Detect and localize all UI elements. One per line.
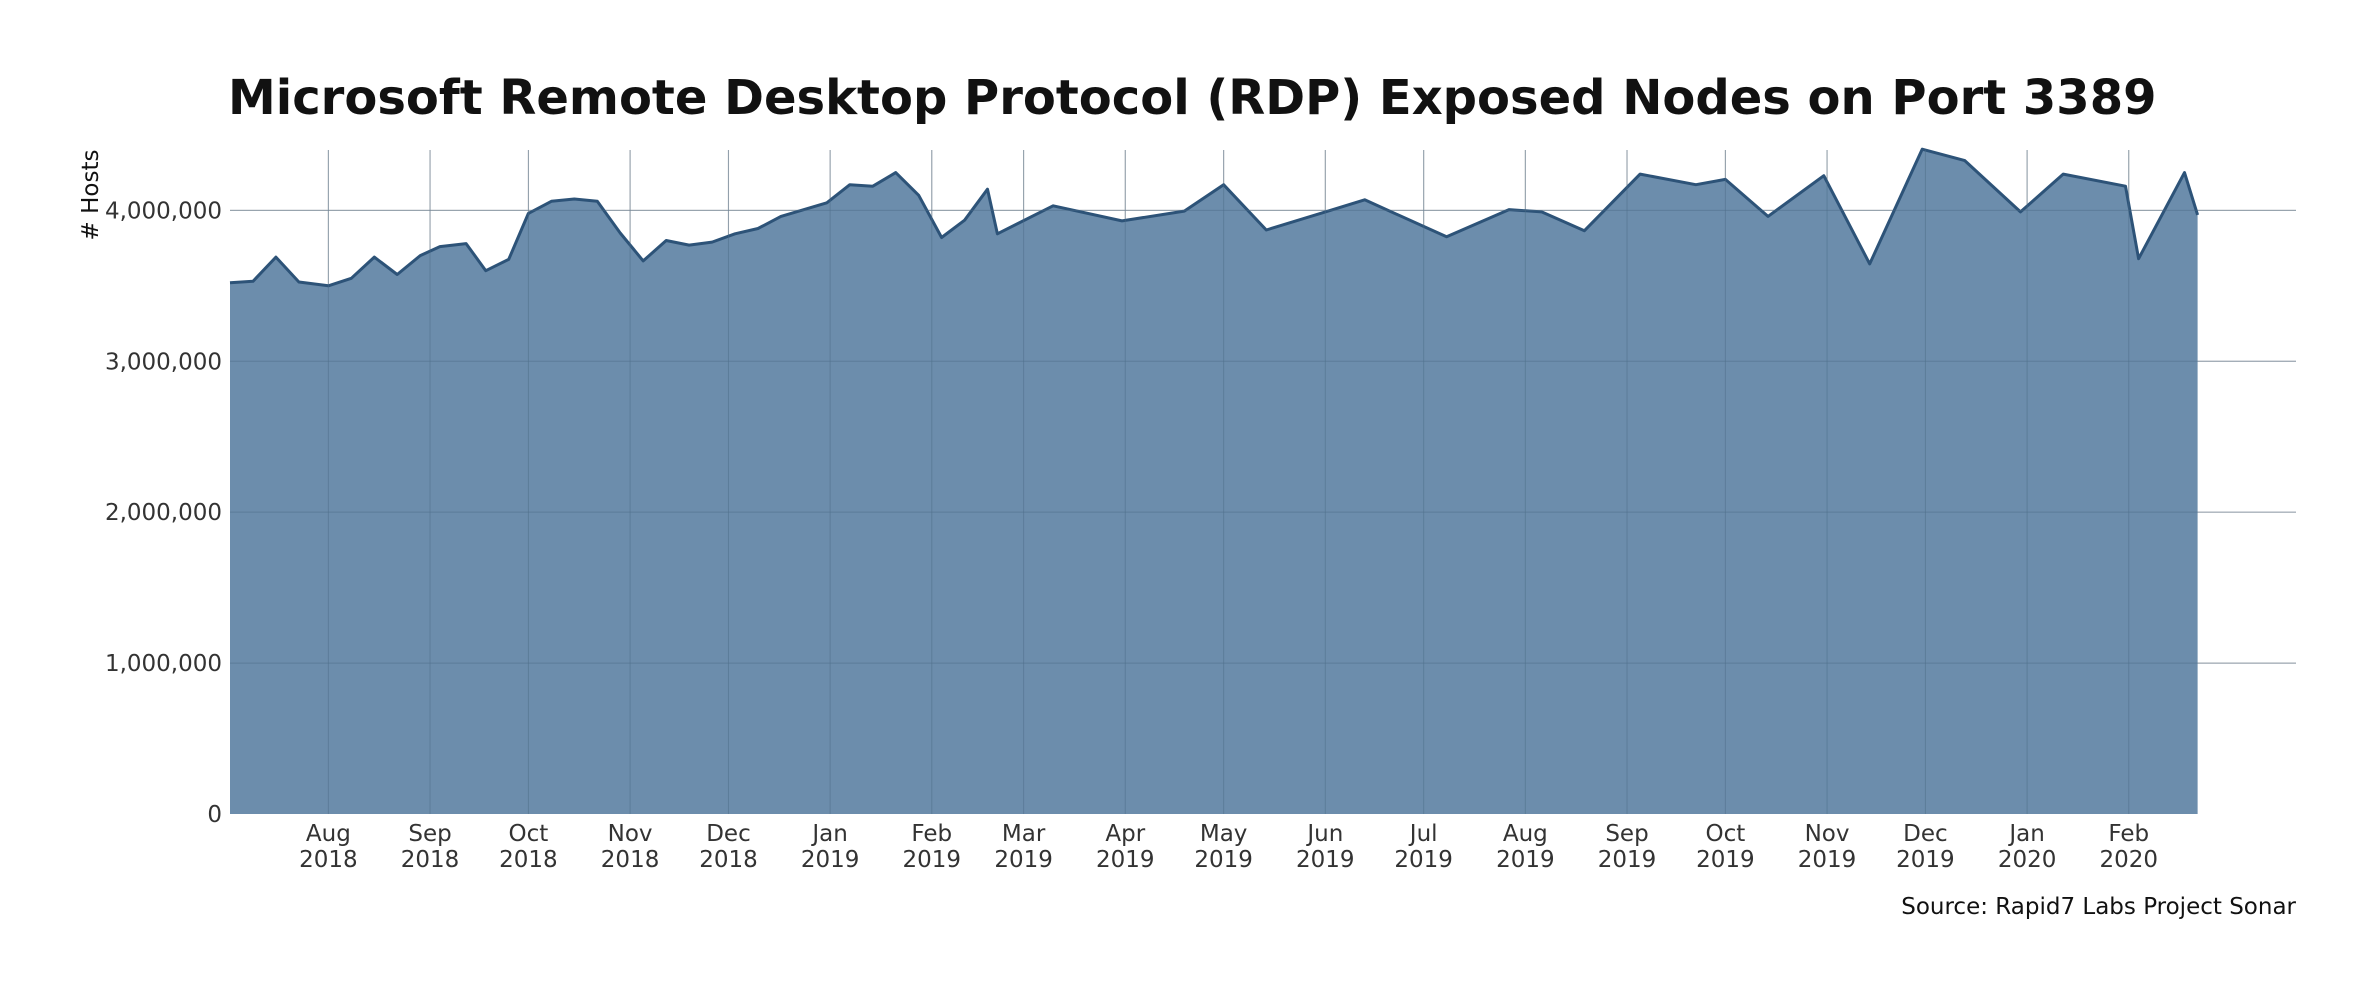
y-tick-label: 4,000,000 (105, 198, 222, 224)
y-axis-ticks: 0 1,000,000 2,000,000 3,000,000 4,000,000 (105, 198, 222, 828)
x-tick-year: 2019 (994, 847, 1053, 873)
x-tick-month: Jan (2007, 821, 2044, 847)
x-tick-month: Feb (911, 821, 952, 847)
x-tick-year: 2019 (801, 847, 860, 873)
x-tick-year: 2018 (499, 847, 558, 873)
x-tick-month: Mar (1002, 821, 1046, 847)
series-line (229, 147, 2200, 288)
y-tick-label: 1,000,000 (105, 651, 222, 677)
x-tick-year: 2019 (1096, 847, 1155, 873)
plot-area (229, 147, 2296, 814)
x-tick-month: Aug (306, 821, 351, 847)
x-tick-year: 2019 (1798, 847, 1857, 873)
x-tick-month: Dec (706, 821, 751, 847)
x-tick-month: Jan (810, 821, 847, 847)
x-tick-year: 2019 (1194, 847, 1253, 873)
x-tick-year: 2019 (903, 847, 962, 873)
x-tick-month: Oct (509, 821, 549, 847)
x-tick-year: 2020 (1998, 847, 2057, 873)
x-tick-month: Aug (1503, 821, 1548, 847)
y-axis-label: # Hosts (78, 150, 104, 241)
x-tick-year: 2018 (601, 847, 660, 873)
x-tick-month: Sep (1605, 821, 1648, 847)
x-tick-year: 2020 (2099, 847, 2158, 873)
y-tick-label: 2,000,000 (105, 500, 222, 526)
x-tick-month: Apr (1105, 821, 1145, 847)
x-tick-year: 2018 (401, 847, 460, 873)
x-tick-month: Nov (1805, 821, 1850, 847)
source-note: Source: Rapid7 Labs Project Sonar (1901, 894, 2296, 920)
x-tick-month: May (1200, 821, 1248, 847)
x-tick-month: Jun (1305, 821, 1343, 847)
x-tick-year: 2018 (299, 847, 358, 873)
y-tick-label: 3,000,000 (105, 349, 222, 375)
x-tick-year: 2019 (1598, 847, 1657, 873)
series-area (230, 149, 2198, 814)
x-tick-year: 2019 (1296, 847, 1355, 873)
x-axis-ticks: Aug2018Sep2018Oct2018Nov2018Dec2018Jan20… (299, 821, 2158, 873)
x-tick-month: Sep (408, 821, 451, 847)
x-tick-month: Dec (1903, 821, 1948, 847)
x-tick-month: Feb (2108, 821, 2149, 847)
x-tick-year: 2019 (1696, 847, 1755, 873)
x-tick-year: 2019 (1496, 847, 1555, 873)
y-tick-label: 0 (207, 802, 222, 828)
chart-title: Microsoft Remote Desktop Protocol (RDP) … (228, 70, 2156, 126)
x-tick-month: Nov (608, 821, 653, 847)
x-tick-month: Jul (1408, 821, 1438, 847)
x-tick-year: 2018 (699, 847, 758, 873)
x-tick-year: 2019 (1896, 847, 1955, 873)
x-tick-month: Oct (1705, 821, 1745, 847)
x-tick-year: 2019 (1394, 847, 1453, 873)
